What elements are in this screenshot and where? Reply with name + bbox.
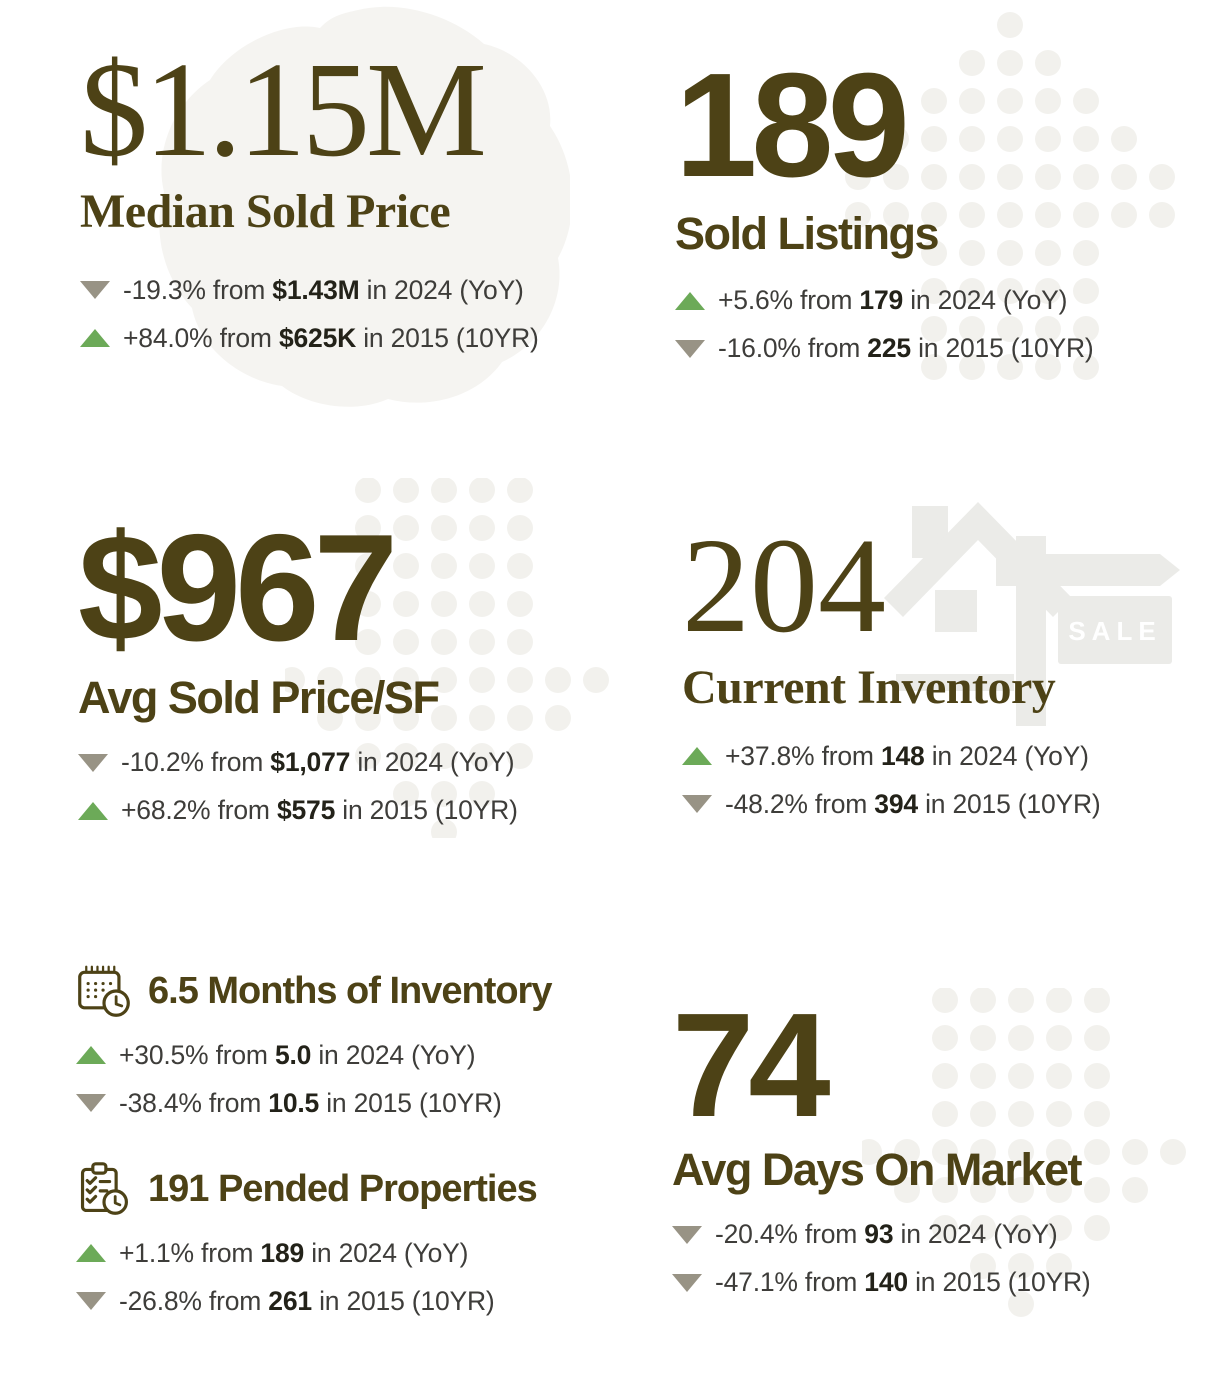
island-silhouette-shape bbox=[159, 6, 570, 407]
sign-arrow-shape bbox=[996, 554, 1180, 586]
stat-current-inventory: 204 Current Inventory +37.8% from 148 in… bbox=[682, 518, 1101, 835]
stat-avg-sold-price-sf: $967 Avg Sold Price/SF -10.2% from $1,07… bbox=[78, 512, 518, 842]
trend-triangle-icon bbox=[78, 801, 108, 820]
pended-properties-heading: 191 Pended Properties bbox=[76, 1160, 551, 1218]
trend-triangle-icon bbox=[682, 795, 712, 814]
sale-sign-text: SALE bbox=[1068, 616, 1161, 646]
stat-sold-listings: 189 Sold Listings +5.6% from 179 in 2024… bbox=[675, 52, 1094, 380]
yoy-change-line: +37.8% from 148 in 2024 (YoY) bbox=[682, 739, 1101, 773]
yoy-change-line: -10.2% from $1,077 in 2024 (YoY) bbox=[78, 746, 518, 780]
tenyr-change-line: +68.2% from $575 in 2015 (10YR) bbox=[78, 794, 518, 828]
stat-label: Avg Sold Price/SF bbox=[78, 672, 440, 723]
yoy-change-line: +30.5% from 5.0 in 2024 (YoY) bbox=[76, 1038, 551, 1072]
yoy-change-line: +1.1% from 189 in 2024 (YoY) bbox=[76, 1236, 551, 1270]
yoy-change-line: -20.4% from 93 in 2024 (YoY) bbox=[672, 1218, 1091, 1252]
trend-triangle-icon bbox=[80, 281, 110, 300]
trend-triangle-icon bbox=[672, 1225, 702, 1244]
yoy-change-line: +5.6% from 179 in 2024 (YoY) bbox=[675, 284, 1094, 318]
tenyr-change-line: -48.2% from 394 in 2015 (10YR) bbox=[682, 787, 1101, 821]
stat-label: Median Sold Price bbox=[80, 185, 451, 238]
tenyr-change-line: -16.0% from 225 in 2015 (10YR) bbox=[675, 332, 1094, 366]
house-for-sale-watermark: SALE bbox=[884, 502, 1180, 726]
trend-triangle-icon bbox=[672, 1273, 702, 1292]
calendar-clock-icon bbox=[76, 962, 132, 1020]
house-base-shape bbox=[896, 674, 1014, 691]
stat-value: $967 bbox=[78, 503, 398, 673]
stat-avg-days-on-market: 74 Avg Days On Market -20.4% from 93 in … bbox=[672, 992, 1091, 1314]
dot-arrow-down-pattern bbox=[285, 478, 609, 838]
trend-triangle-icon bbox=[76, 1046, 106, 1064]
months-of-inventory-heading: 6.5 Months of Inventory bbox=[76, 962, 552, 1020]
stat-label: Avg Days On Market bbox=[672, 1144, 1082, 1195]
stat-label: Current Inventory bbox=[682, 661, 1056, 714]
stat-label: Sold Listings bbox=[675, 208, 940, 259]
tenyr-change-line: +84.0% from $625K in 2015 (10YR) bbox=[80, 321, 539, 355]
dot-arrow-up-pattern bbox=[845, 12, 1175, 380]
stat-title: 191 Pended Properties bbox=[148, 1167, 538, 1210]
window-shape bbox=[935, 590, 977, 632]
dot-arrow-down-pattern bbox=[862, 988, 1186, 1317]
yoy-change-line: -19.3% from $1.43M in 2024 (YoY) bbox=[80, 273, 539, 307]
stat-value: 204 bbox=[682, 511, 886, 661]
trend-triangle-icon bbox=[675, 291, 705, 310]
trend-triangle-icon bbox=[675, 339, 705, 358]
stat-value: 189 bbox=[675, 43, 910, 208]
stat-median-sold-price: $1.15M Median Sold Price -19.3% from $1.… bbox=[80, 42, 539, 369]
sale-sign-board bbox=[1058, 596, 1172, 664]
trend-triangle-icon bbox=[682, 747, 712, 766]
stat-value: $1.15M bbox=[80, 35, 487, 185]
tenyr-change-line: -26.8% from 261 in 2015 (10YR) bbox=[76, 1284, 551, 1318]
stat-value: 74 bbox=[672, 983, 831, 1148]
trend-triangle-icon bbox=[80, 329, 110, 348]
trend-triangle-icon bbox=[78, 753, 108, 772]
stat-title: 6.5 Months of Inventory bbox=[148, 969, 552, 1012]
trend-triangle-icon bbox=[76, 1094, 106, 1112]
tenyr-change-line: -47.1% from 140 in 2015 (10YR) bbox=[672, 1266, 1091, 1300]
trend-triangle-icon bbox=[76, 1244, 106, 1262]
trend-triangle-icon bbox=[76, 1292, 106, 1310]
tenyr-change-line: -38.4% from 10.5 in 2015 (10YR) bbox=[76, 1086, 551, 1120]
clipboard-clock-icon bbox=[76, 1160, 132, 1218]
stat-months-and-pended: 6.5 Months of Inventory +30.5% from 5.0 … bbox=[76, 962, 552, 1332]
